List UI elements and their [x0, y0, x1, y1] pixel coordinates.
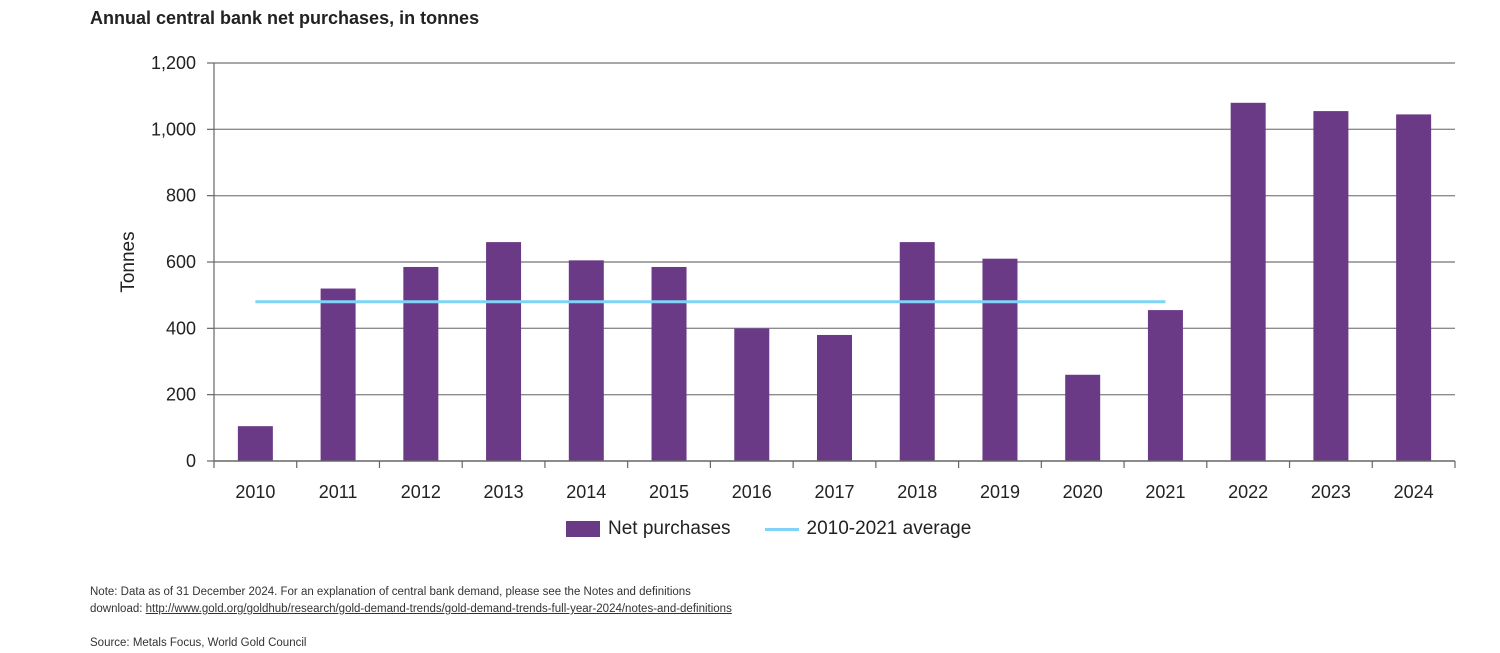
bar-2022 — [1230, 102, 1266, 462]
x-tick-label: 2023 — [1311, 482, 1351, 502]
y-tick-label: 400 — [166, 318, 196, 338]
legend: Net purchases 2010-2021 average — [566, 518, 1005, 540]
legend-swatch-line — [764, 527, 799, 531]
x-tick-label: 2014 — [566, 482, 606, 502]
bars — [237, 102, 1432, 462]
x-tick-label: 2011 — [319, 482, 358, 502]
legend-label: 2010-2021 average — [806, 518, 972, 539]
x-axis-ticks: 2010 2011 2012 2013 2014 2015 2016 2017 2018 2019… — [213, 460, 1456, 502]
chart-source: Source: Metals Focus, World Gold Council — [90, 637, 307, 649]
x-tick-label: 2021 — [1145, 482, 1185, 502]
bar-2011 — [320, 288, 356, 461]
bar-2021 — [1147, 310, 1183, 461]
legend-label: Net purchases — [608, 518, 731, 539]
legend-item-average: 2010-2021 average — [764, 518, 972, 540]
bar-2020 — [1065, 374, 1101, 461]
bar-2023 — [1313, 111, 1349, 461]
bar-2010 — [237, 426, 273, 461]
bar-2016 — [734, 328, 770, 461]
note-line-2: download: http://www.gold.org/goldhub/re… — [90, 601, 1190, 618]
x-tick-label: 2013 — [484, 482, 524, 502]
legend-swatch-bar — [566, 521, 600, 537]
notes-link[interactable]: http://www.gold.org/goldhub/research/gol… — [145, 603, 732, 615]
x-tick-label: 2018 — [897, 482, 937, 502]
x-tick-label: 2016 — [732, 482, 772, 502]
y-tick-label: 1,200 — [151, 53, 196, 73]
x-tick-label: 2024 — [1394, 482, 1434, 502]
note-line-1: Note: Data as of 31 December 2024. For a… — [90, 586, 691, 598]
y-tick-label: 1,000 — [151, 119, 196, 139]
y-axis-label: Tonnes — [118, 231, 139, 292]
bar-2019 — [982, 258, 1018, 461]
bar-2013 — [486, 242, 522, 461]
y-tick-label: 800 — [166, 186, 196, 206]
bar-2018 — [899, 242, 935, 461]
y-tick-label: 0 — [186, 451, 196, 471]
bar-2015 — [651, 266, 687, 461]
bar-2014 — [568, 260, 604, 461]
bar-2017 — [817, 334, 852, 461]
note-prefix: download: — [90, 603, 146, 615]
x-tick-label: 2019 — [980, 482, 1020, 502]
y-tick-label: 600 — [166, 252, 196, 272]
x-tick-label: 2022 — [1228, 482, 1268, 502]
x-tick-label: 2020 — [1063, 482, 1103, 502]
x-tick-label: 2012 — [401, 482, 441, 502]
chart-title: Annual central bank net purchases, in to… — [90, 8, 480, 28]
bar-2024 — [1396, 114, 1432, 462]
legend-item-net-purchases: Net purchases — [566, 518, 731, 540]
x-tick-label: 2010 — [235, 482, 275, 502]
chart-note: Note: Data as of 31 December 2024. For a… — [90, 584, 1190, 618]
x-tick-label: 2015 — [649, 482, 689, 502]
bar-2012 — [403, 266, 439, 461]
y-axis-ticks: 0 200 400 600 800 1,000 1,200 — [151, 53, 215, 471]
x-tick-label: 2017 — [814, 482, 854, 502]
y-tick-label: 200 — [166, 385, 196, 405]
